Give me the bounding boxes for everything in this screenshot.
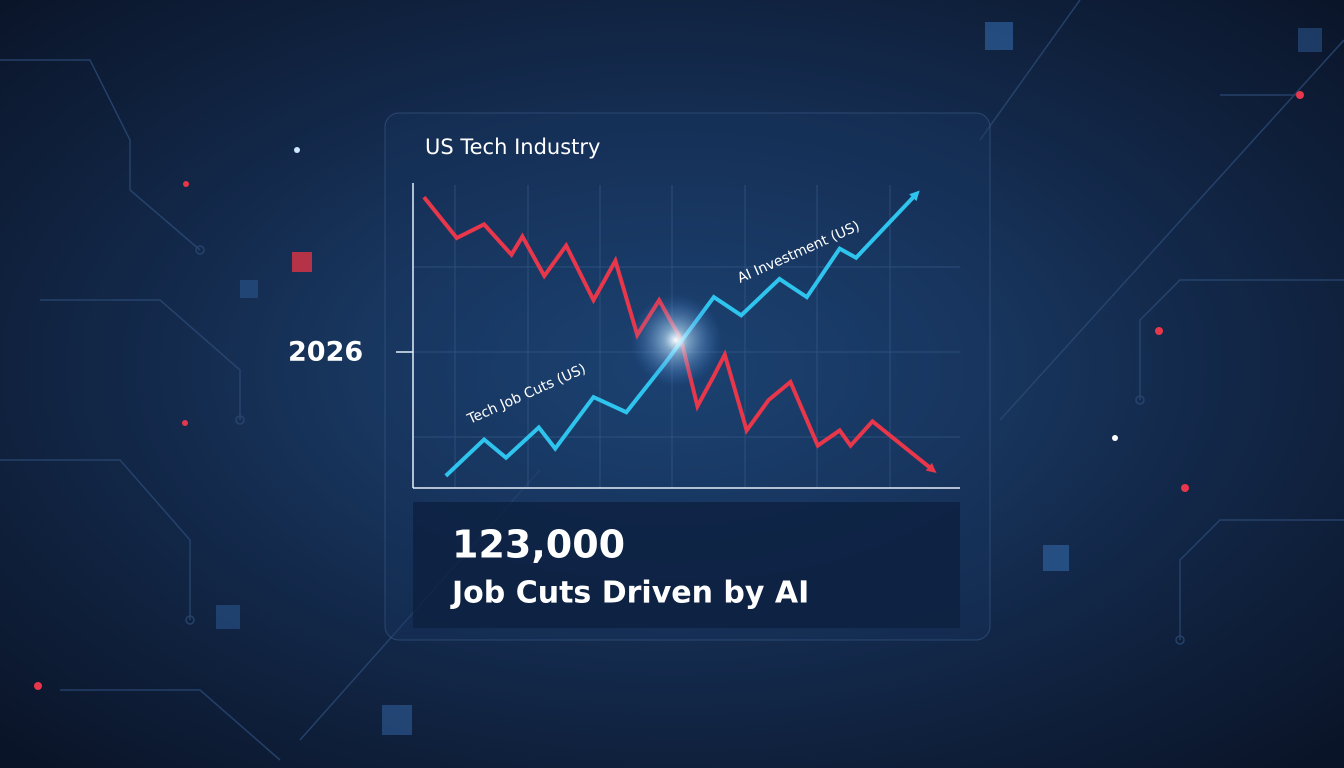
decor-squares (34, 22, 1322, 735)
chart-title: US Tech Industry (425, 135, 600, 159)
callout-caption: Job Cuts Driven by AI (450, 576, 809, 611)
callout-box (413, 502, 960, 628)
crossing-flash (630, 294, 722, 386)
year-label: 2026 (288, 337, 363, 368)
callout-figure: 123,000 (452, 523, 625, 567)
